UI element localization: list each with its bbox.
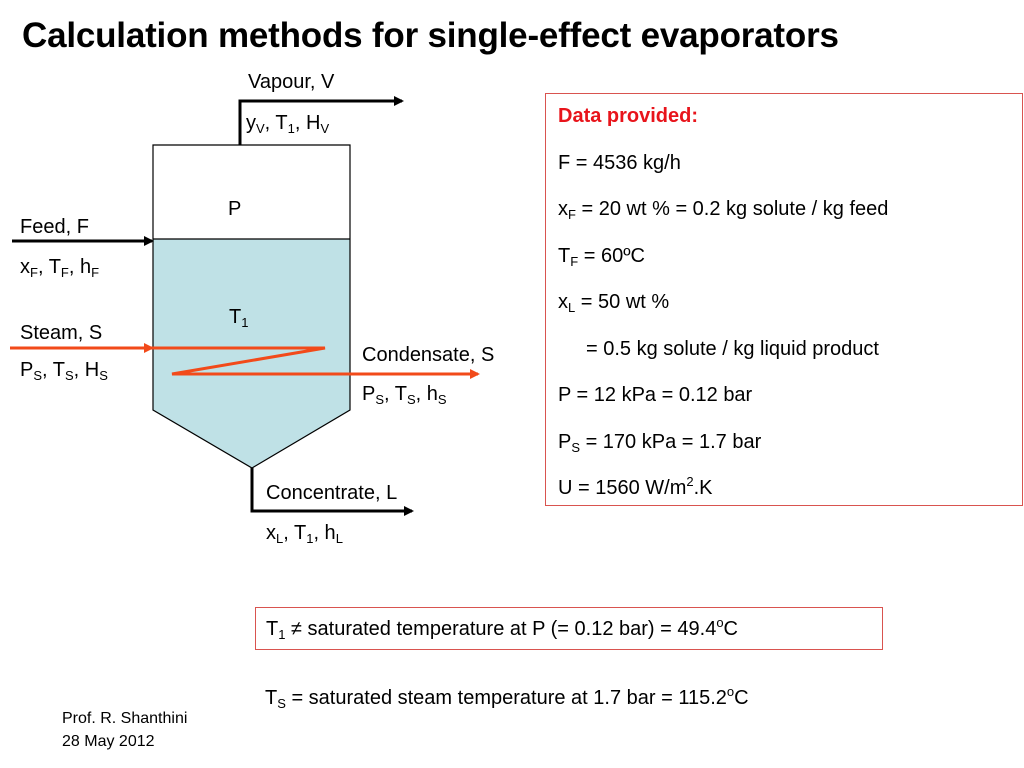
evaporator-vessel	[152, 144, 351, 469]
data-row: P = 12 kPa = 0.12 bar	[558, 384, 753, 406]
vapour-space-label: P	[228, 198, 242, 220]
data-provided-box: Data provided: F = 4536 kg/h xF = 20 wt %…	[545, 93, 1023, 506]
footer: Prof. R. Shanthini 28 May 2012	[62, 707, 187, 753]
condensate-name: Condensate, S	[362, 344, 495, 366]
data-provided-heading: Data provided:	[558, 105, 699, 127]
steam-properties: PS, TS, HS	[20, 359, 108, 383]
t1-note: T1 ≠ saturated temperature at P (= 0.12 …	[266, 615, 738, 642]
page-title: Calculation methods for single-effect ev…	[22, 16, 839, 55]
concentrate-name: Concentrate, L	[266, 482, 398, 504]
ts-note: TS = saturated steam temperature at 1.7 …	[265, 684, 749, 711]
vapour-name: Vapour, V	[248, 71, 335, 93]
liquid-temperature-label: T1	[229, 306, 249, 330]
data-row: F = 4536 kg/h	[558, 151, 681, 174]
condensate-properties: PS, TS, hS	[362, 383, 447, 407]
vapour-properties: yV, T1, HV	[246, 112, 330, 136]
heating-coil	[152, 346, 480, 379]
liquid-region	[153, 239, 350, 468]
data-row: xF = 20 wt % = 0.2 kg solute / kg feed	[558, 198, 889, 222]
t1-note-box: T1 ≠ saturated temperature at P (= 0.12 …	[255, 607, 883, 650]
data-row: TF = 60ºC	[558, 244, 645, 269]
concentrate-outlet-arrow	[250, 468, 414, 516]
feed-properties: xF, TF, hF	[20, 256, 100, 280]
date-text: 28 May 2012	[62, 733, 155, 750]
feed-name: Feed, F	[20, 216, 89, 238]
data-row: U = 1560 W/m2.K	[558, 474, 713, 499]
steam-name: Steam, S	[20, 322, 103, 344]
data-row: = 0.5 kg solute / kg liquid product	[586, 337, 879, 360]
author-name: Prof. R. Shanthini	[62, 710, 188, 727]
data-row: xL = 50 wt %	[558, 291, 670, 315]
data-row: PS = 170 kPa = 1.7 bar	[558, 430, 762, 455]
concentrate-properties: xL, T1, hL	[266, 522, 343, 546]
vapour-outlet-arrow	[238, 96, 404, 145]
